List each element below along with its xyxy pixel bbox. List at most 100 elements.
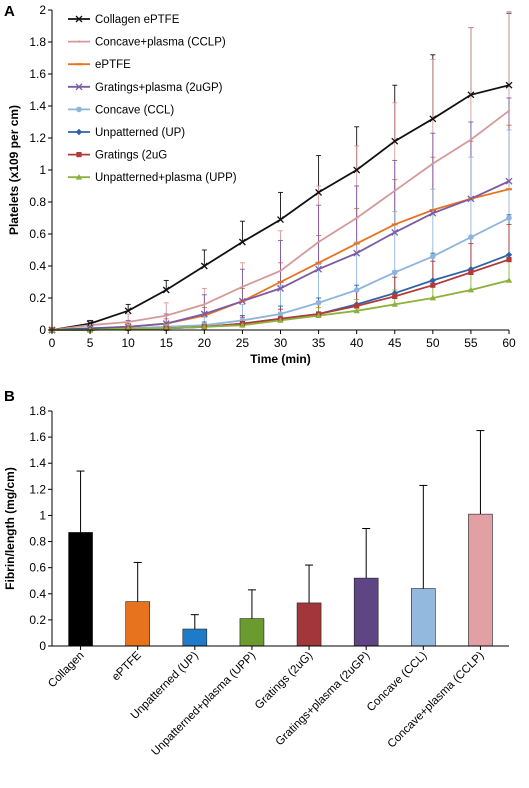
- data-point: [75, 128, 83, 136]
- legend-entry: Concave (CCL): [95, 104, 174, 116]
- x-tick-label: 45: [388, 336, 402, 350]
- data-point: [124, 307, 132, 315]
- y-tick-label: 0: [39, 639, 46, 653]
- data-point: [392, 293, 398, 299]
- bar: [239, 618, 265, 647]
- y-axis-title: Fibrin/length (mg/cm): [3, 467, 17, 590]
- data-point: [353, 249, 361, 257]
- data-point: [355, 216, 358, 220]
- data-point: [391, 137, 399, 145]
- error-bars: [87, 11, 512, 330]
- x-tick-label: 25: [236, 336, 250, 350]
- category-label: Concave (CCL): [365, 650, 430, 715]
- data-point: [75, 15, 83, 23]
- y-tick-label: 1.4: [29, 456, 46, 470]
- x-tick-label: 40: [350, 336, 364, 350]
- data-point: [163, 325, 170, 331]
- x-tick-label: 50: [426, 336, 440, 350]
- legend: Collagen ePTFE Concave+plasma (CCLP) ePTFE…: [68, 14, 237, 184]
- data-point: [315, 300, 322, 306]
- bar: [411, 588, 436, 647]
- data-point: [505, 81, 513, 89]
- category-label: Collagen: [46, 650, 87, 691]
- x-tick-label: 55: [464, 336, 478, 350]
- data-point: [468, 269, 474, 275]
- bar: [468, 513, 493, 647]
- y-tick-label: 1.2: [29, 482, 46, 496]
- legend-entry: Collagen ePTFE: [95, 14, 180, 26]
- y-tick-label: 1.2: [29, 131, 46, 145]
- y-tick-label: 0.6: [29, 561, 46, 575]
- data-point: [162, 286, 170, 294]
- y-tick-label: 1.8: [29, 35, 46, 49]
- data-point: [239, 322, 246, 328]
- data-point: [505, 277, 513, 283]
- data-point: [315, 265, 323, 273]
- data-point: [201, 323, 208, 330]
- data-point: [124, 325, 132, 331]
- y-tick-label: 0.8: [29, 195, 46, 209]
- data-point: [430, 253, 436, 260]
- x-tick-label: 10: [121, 336, 135, 350]
- data-point: [430, 282, 436, 288]
- bar: [125, 601, 150, 647]
- y-tick-label: 0.6: [29, 227, 46, 241]
- category-label: ePTFE: [110, 649, 144, 683]
- data-point: [279, 269, 282, 272]
- x-tick-label: 15: [160, 336, 174, 350]
- data-point: [429, 277, 437, 284]
- data-point: [467, 195, 475, 203]
- data-point: [277, 284, 284, 292]
- data-point: [200, 262, 208, 270]
- data-point: [506, 257, 512, 263]
- data-point: [76, 106, 82, 113]
- axes: 0 0.2 0.4 0.6 0.8 1 1.2 1.4 1.6 1.8: [29, 404, 509, 653]
- x-tick-label: 20: [198, 336, 212, 350]
- data-point: [75, 83, 83, 91]
- data-point: [507, 109, 511, 113]
- y-tick-label: 0.4: [29, 587, 46, 601]
- data-point: [468, 234, 474, 240]
- bar: [296, 602, 322, 647]
- legend-entry: ePTFE: [95, 59, 131, 71]
- x-axis-title: Time (min): [250, 352, 310, 366]
- bar: [182, 628, 208, 647]
- y-tick-label: 2: [39, 3, 46, 17]
- bar: [68, 532, 93, 647]
- category-label: Concave+plasma (CCLP): [386, 650, 487, 751]
- data-point: [391, 228, 399, 236]
- data-point: [277, 311, 284, 317]
- y-tick-label: 0.4: [29, 259, 46, 273]
- data-point: [126, 320, 130, 324]
- data-point: [238, 238, 246, 246]
- category-label: Gratings+plasma (2uGP): [274, 650, 373, 749]
- data-point: [203, 303, 206, 306]
- y-tick-label: 1.8: [29, 404, 46, 418]
- data-point: [505, 251, 513, 258]
- data-point: [354, 303, 360, 309]
- data-point: [315, 312, 322, 318]
- panel-label-a: A: [4, 3, 15, 20]
- data-point: [241, 285, 244, 288]
- y-tick-label: 0.8: [29, 535, 46, 549]
- panel-label-b: B: [4, 388, 15, 405]
- y-tick-label: 1.6: [29, 430, 46, 444]
- x-tick-label: 0: [49, 336, 56, 350]
- data-point: [77, 40, 81, 43]
- data-point: [75, 174, 83, 180]
- y-axis-title: Platelets (x109 per cm): [7, 105, 21, 235]
- data-point: [317, 240, 320, 244]
- data-point: [200, 310, 208, 318]
- data-point: [238, 297, 246, 305]
- data-point: [315, 188, 323, 196]
- y-tick-label: 0.2: [29, 613, 46, 627]
- platelet-line-chart: 00.20.40.60.811.21.41.61.820 5 10 15 20 25 30 3…: [7, 3, 516, 366]
- data-point: [277, 317, 284, 323]
- bar: [353, 577, 379, 647]
- y-tick-label: 0.2: [29, 291, 46, 305]
- error-bars: [76, 430, 485, 630]
- data-point: [429, 209, 437, 217]
- axes: 00.20.40.60.811.21.41.61.820 5 10 15 20 25 30 3…: [29, 3, 516, 350]
- data-point: [467, 286, 475, 293]
- y-tick-label: 0: [39, 323, 46, 337]
